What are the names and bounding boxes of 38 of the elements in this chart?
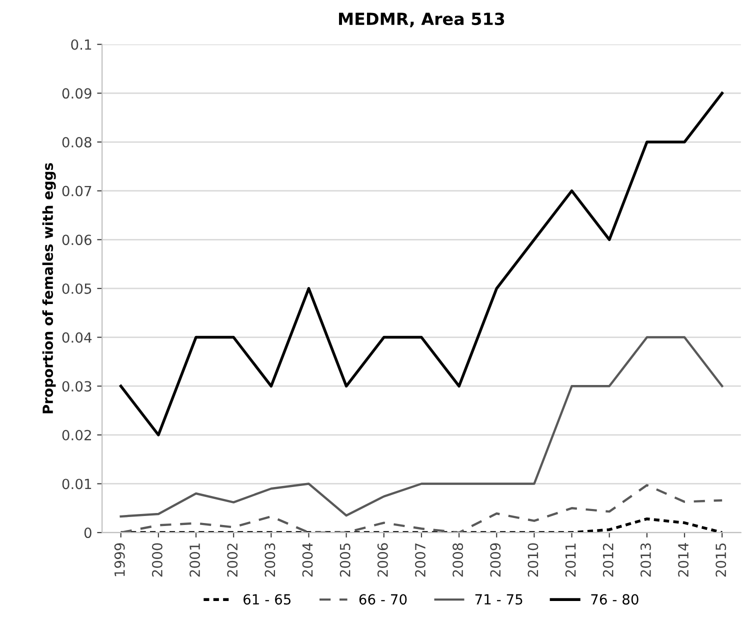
x-tick-label: 2013 — [640, 543, 651, 577]
legend-label: 71 - 75 — [475, 594, 522, 605]
legend-label: 66 - 70 — [359, 594, 407, 605]
x-tick-label: 2005 — [340, 543, 350, 577]
y-tick-label: 0.03 — [62, 381, 92, 392]
y-tick-label: 0.08 — [62, 136, 92, 148]
x-tick-label: 2010 — [528, 543, 538, 577]
y-tick-label: 0.05 — [62, 283, 92, 294]
x-tick-label: 2001 — [190, 544, 200, 577]
x-tick-label: 2012 — [602, 544, 614, 577]
x-tick-label: 2011 — [565, 544, 576, 577]
chart-title: MEDMR, Area 513 — [339, 12, 504, 28]
x-tick-label: 2004 — [302, 543, 313, 577]
x-tick-label: 2007 — [414, 543, 426, 577]
x-tick-label: 2006 — [377, 543, 388, 577]
y-tick-label: 0.1 — [71, 39, 92, 50]
x-tick-label: 2000 — [152, 543, 162, 577]
x-tick-label: 2002 — [227, 544, 238, 577]
y-axis-title: Proportion of females with eggs — [42, 163, 56, 414]
legend-label: 76 - 80 — [591, 594, 638, 605]
legend-label: 61 - 65 — [244, 594, 291, 605]
line-series — [119, 518, 724, 533]
y-tick-label: 0.01 — [62, 478, 92, 490]
y-tick-label: 0.06 — [62, 234, 92, 246]
x-tick-label: 2008 — [452, 543, 464, 577]
line-series — [120, 484, 724, 533]
y-tick-label: 0.02 — [62, 430, 91, 440]
line-series — [120, 336, 724, 518]
x-tick-label: 2014 — [678, 543, 689, 577]
x-tick-label: 1999 — [114, 543, 125, 576]
line-series — [119, 92, 724, 436]
x-tick-label: 2009 — [490, 543, 501, 577]
y-tick-label: 0 — [84, 528, 92, 538]
y-tick-label: 0.07 — [62, 186, 92, 196]
y-tick-label: 0.04 — [62, 332, 92, 343]
x-tick-label: 2015 — [716, 543, 726, 577]
y-tick-label: 0.09 — [62, 88, 92, 99]
x-tick-label: 2003 — [264, 543, 276, 577]
